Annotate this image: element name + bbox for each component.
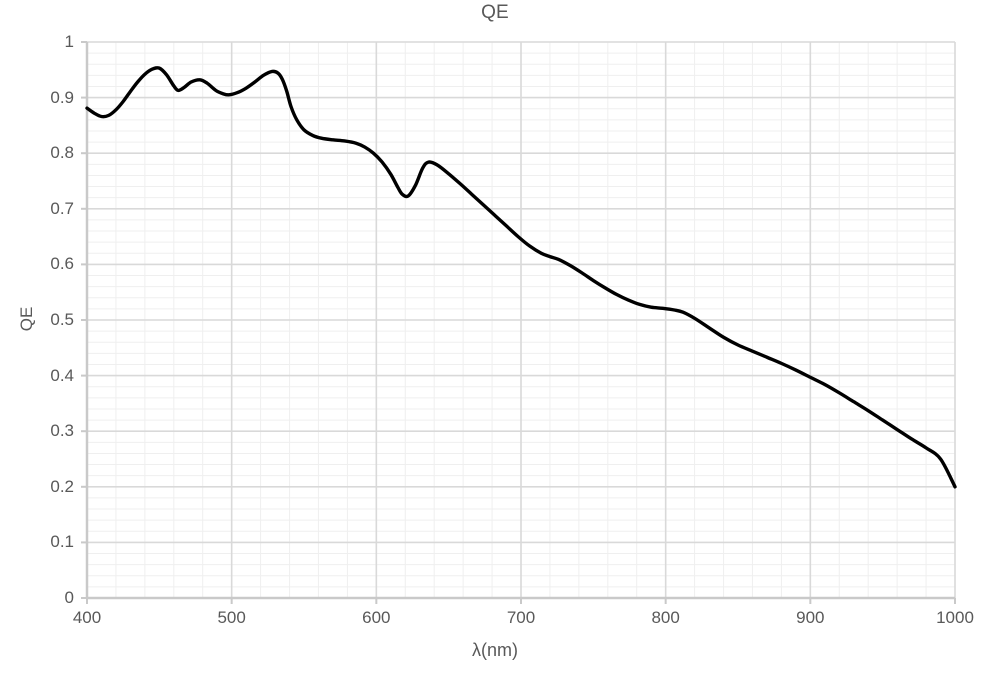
x-tick-label: 800: [651, 608, 680, 627]
x-axis-title: λ(nm): [472, 640, 518, 660]
x-tick-label: 900: [796, 608, 825, 627]
y-tick-label: 0: [64, 588, 74, 607]
y-tick-label: 0.5: [50, 310, 74, 329]
qe-data-line: [85, 66, 957, 489]
y-tick-label: 0.2: [50, 476, 74, 496]
y-tick-label: 0.6: [50, 254, 74, 274]
x-tick-label: 700: [506, 608, 536, 627]
y-axis-title: QE: [17, 306, 36, 332]
x-tick-label: 500: [217, 608, 246, 627]
x-tick-label: 1000: [936, 608, 974, 627]
y-tick-label: 1: [64, 32, 74, 51]
y-tick-label: 0.4: [50, 365, 74, 385]
chart-title: QE: [481, 2, 509, 23]
x-tick-label: 600: [362, 608, 391, 627]
y-tick-label: 0.9: [50, 87, 74, 107]
x-tick-label: 400: [72, 608, 102, 627]
y-tick-label: 0.8: [50, 143, 74, 163]
y-tick-label: 0.7: [50, 198, 74, 218]
y-tick-label: 0.3: [50, 421, 74, 441]
y-tick-label: 0.1: [50, 532, 74, 552]
major-gridlines: [86, 41, 956, 599]
